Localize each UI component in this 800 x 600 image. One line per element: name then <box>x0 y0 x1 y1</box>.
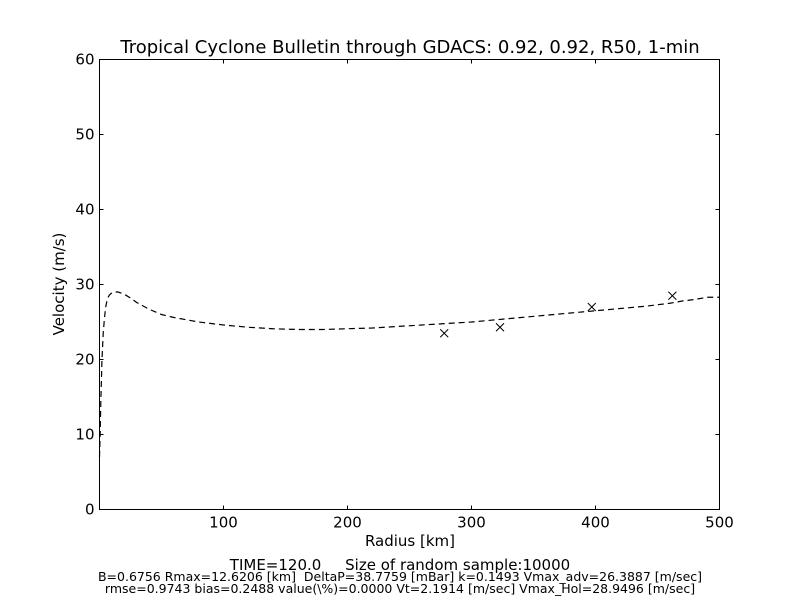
y-tick-label: 0 <box>85 501 95 519</box>
plot-frame <box>99 59 720 510</box>
y-tick-label: 40 <box>75 201 94 219</box>
plot-series <box>98 291 720 458</box>
x-axis-label: Radius [km] <box>365 532 455 550</box>
observation-marker <box>587 302 597 312</box>
model-wind-profile-line <box>98 291 720 458</box>
y-tick-label: 50 <box>75 126 94 144</box>
x-tick-label: 200 <box>333 514 362 532</box>
y-tick-label: 60 <box>75 51 94 69</box>
x-tick-label: 100 <box>209 514 238 532</box>
y-axis-label: Velocity (m/s) <box>50 233 68 336</box>
chart-title: Tropical Cyclone Bulletin through GDACS:… <box>119 37 699 58</box>
observation-marker <box>668 291 677 301</box>
x-tick-label: 500 <box>705 514 734 532</box>
observation-marker <box>439 328 449 338</box>
axis-ticks: 100 200 300 400 500 0 10 20 30 40 50 60 <box>75 51 733 532</box>
y-tick-label: 20 <box>75 351 94 369</box>
x-tick-label: 300 <box>457 514 486 532</box>
x-tick-label: 400 <box>581 514 610 532</box>
y-tick-label: 30 <box>75 276 94 294</box>
footer-params-line-2: rmse=0.9743 bias=0.2488 value(\%)=0.0000… <box>104 581 696 596</box>
footer-params-line-1: B=0.6756 Rmax=12.6206 [km] DeltaP=38.775… <box>97 569 703 584</box>
observation-marker <box>495 322 505 332</box>
y-tick-label: 10 <box>75 426 94 444</box>
footer-time-line: TIME=120.0 Size of random sample:10000 <box>229 556 571 574</box>
